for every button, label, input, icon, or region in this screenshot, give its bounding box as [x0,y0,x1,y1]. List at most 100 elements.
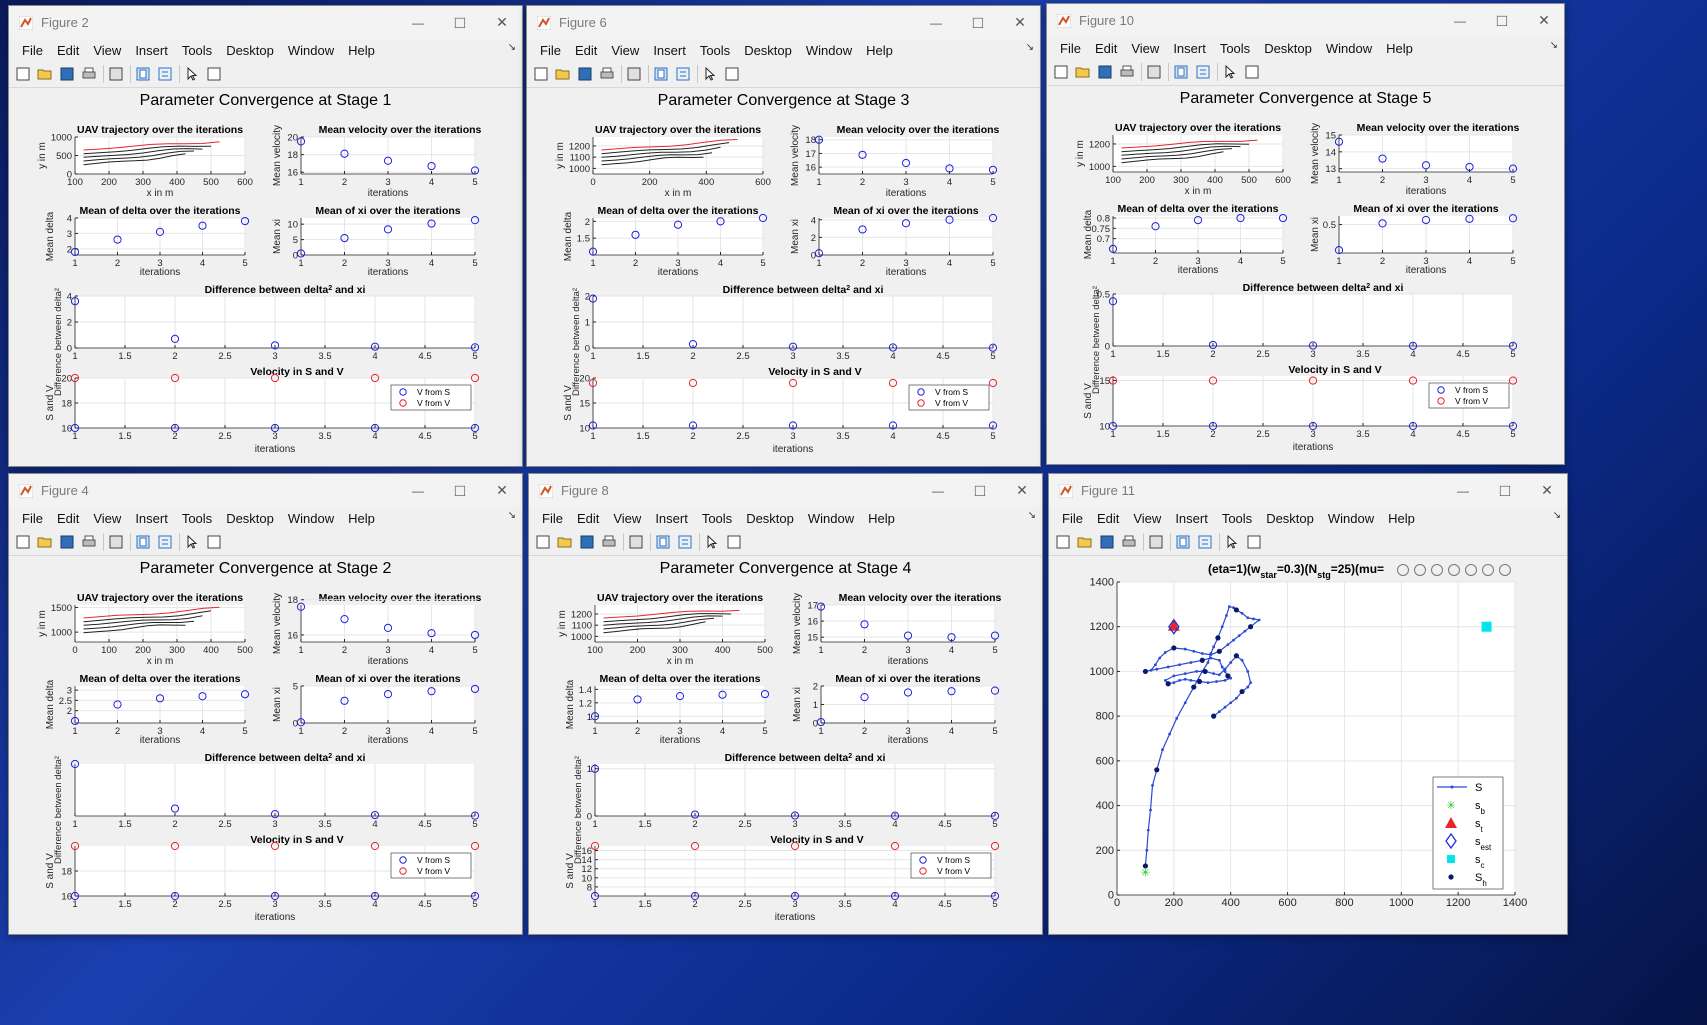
link-plot-icon[interactable] [135,534,151,550]
maximize-button[interactable]: □ [1480,4,1524,37]
print-icon[interactable] [81,534,97,550]
close-button[interactable]: ✕ [1000,474,1042,507]
print-icon[interactable] [1119,64,1135,80]
menu-desktop[interactable]: Desktop [1266,510,1314,526]
link-plot-icon[interactable] [135,66,151,82]
window-titlebar[interactable]: Figure 10 — □ ✕ [1047,4,1564,37]
brush-icon[interactable] [1414,564,1426,576]
menu-help[interactable]: Help [348,42,375,58]
menu-view[interactable]: View [1131,40,1160,56]
print-preview-icon[interactable] [108,534,124,550]
menu-file[interactable]: File [22,510,43,526]
print-preview-icon[interactable] [628,534,644,550]
menu-tools[interactable]: Tools [181,42,213,58]
property-inspector-icon[interactable] [1244,64,1260,80]
open-file-icon[interactable] [1077,534,1093,550]
menu-help[interactable]: Help [1386,40,1413,56]
print-preview-icon[interactable] [626,66,642,82]
menu-window[interactable]: Window [1327,510,1375,526]
maximize-button[interactable]: □ [438,474,482,507]
property-inspector-icon[interactable] [206,534,222,550]
menu-insert[interactable]: Insert [653,42,686,58]
property-inspector-icon[interactable] [726,534,742,550]
close-button[interactable]: ✕ [1525,474,1567,507]
save-icon[interactable] [1099,534,1115,550]
print-icon[interactable] [601,534,617,550]
velocity-legend[interactable]: V from SV from V [908,384,990,411]
new-figure-icon[interactable] [533,66,549,82]
dock-arrow-icon[interactable]: ↘ [507,510,516,521]
menu-tools[interactable]: Tools [1221,510,1253,526]
menu-edit[interactable]: Edit [1094,40,1118,56]
menu-insert[interactable]: Insert [135,510,168,526]
edit-plot-arrow-icon[interactable] [704,534,720,550]
save-icon[interactable] [579,534,595,550]
menu-file[interactable]: File [540,42,561,58]
dock-arrow-icon[interactable]: ↘ [507,42,516,53]
close-button[interactable]: ✕ [1522,4,1564,37]
close-button[interactable]: ✕ [998,6,1040,39]
minimize-button[interactable]: — [1438,4,1482,37]
zoom-in-icon[interactable] [1465,564,1477,576]
print-preview-icon[interactable] [1148,534,1164,550]
new-figure-icon[interactable] [1055,534,1071,550]
minimize-button[interactable]: — [914,6,958,39]
menu-desktop[interactable]: Desktop [1264,40,1312,56]
save-icon[interactable] [577,66,593,82]
property-inspector-icon[interactable] [206,66,222,82]
menu-desktop[interactable]: Desktop [226,510,274,526]
window-titlebar[interactable]: Figure 2 — □ ✕ [9,6,522,39]
velocity-legend[interactable]: V from SV from V [910,852,992,879]
export-icon[interactable] [1397,564,1409,576]
window-titlebar[interactable]: Figure 6 — □ ✕ [527,6,1040,39]
edit-plot-arrow-icon[interactable] [184,534,200,550]
data-tip-icon[interactable] [1431,564,1443,576]
maximize-button[interactable]: □ [956,6,1000,39]
dock-arrow-icon[interactable]: ↘ [1552,510,1561,521]
link-plot-icon[interactable] [1173,64,1189,80]
menu-view[interactable]: View [613,510,642,526]
open-file-icon[interactable] [1075,64,1091,80]
print-icon[interactable] [1121,534,1137,550]
menu-help[interactable]: Help [866,42,893,58]
menu-edit[interactable]: Edit [1096,510,1120,526]
velocity-legend[interactable]: V from SV from V [390,852,472,879]
new-figure-icon[interactable] [15,66,31,82]
menu-view[interactable]: View [93,510,122,526]
edit-plot-arrow-icon[interactable] [1222,64,1238,80]
menu-file[interactable]: File [1062,510,1083,526]
close-button[interactable]: ✕ [480,474,522,507]
menu-file[interactable]: File [1060,40,1081,56]
velocity-legend[interactable]: V from SV from V [390,384,472,411]
open-file-icon[interactable] [37,66,53,82]
minimize-button[interactable]: — [1441,474,1485,507]
menu-edit[interactable]: Edit [574,42,598,58]
new-figure-icon[interactable] [15,534,31,550]
insert-legend-icon[interactable] [1195,64,1211,80]
menu-window[interactable]: Window [287,510,335,526]
window-titlebar[interactable]: Figure 4 — □ ✕ [9,474,522,507]
print-icon[interactable] [599,66,615,82]
menu-edit[interactable]: Edit [56,42,80,58]
new-figure-icon[interactable] [1053,64,1069,80]
dock-arrow-icon[interactable]: ↘ [1027,510,1036,521]
save-icon[interactable] [59,534,75,550]
insert-legend-icon[interactable] [157,66,173,82]
menu-insert[interactable]: Insert [1175,510,1208,526]
open-file-icon[interactable] [557,534,573,550]
save-icon[interactable] [1097,64,1113,80]
menu-file[interactable]: File [22,42,43,58]
menu-file[interactable]: File [542,510,563,526]
maximize-button[interactable]: □ [438,6,482,39]
velocity-legend[interactable]: V from SV from V [1428,382,1510,409]
pan-icon[interactable] [1448,564,1460,576]
menu-window[interactable]: Window [1325,40,1373,56]
new-figure-icon[interactable] [535,534,551,550]
menu-window[interactable]: Window [287,42,335,58]
minimize-button[interactable]: — [916,474,960,507]
edit-plot-arrow-icon[interactable] [702,66,718,82]
insert-legend-icon[interactable] [677,534,693,550]
open-file-icon[interactable] [555,66,571,82]
open-file-icon[interactable] [37,534,53,550]
link-plot-icon[interactable] [653,66,669,82]
